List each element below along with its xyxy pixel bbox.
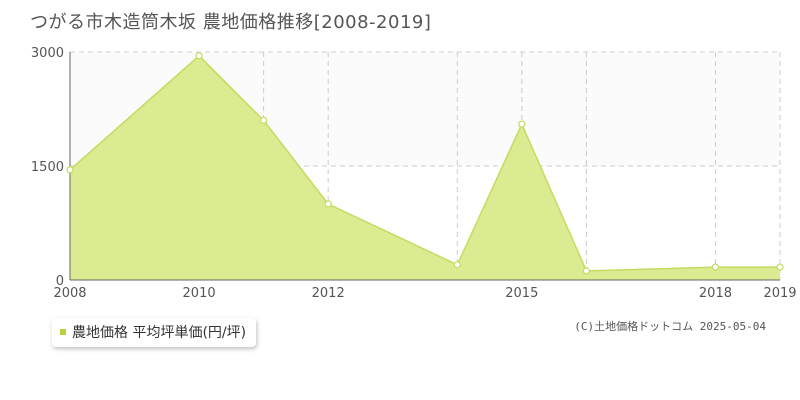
x-tick-label: 2012 xyxy=(312,286,345,301)
data-point xyxy=(711,263,720,271)
y-tick-labels: 0 1500 3000 xyxy=(31,46,64,289)
data-point xyxy=(260,116,268,125)
y-tick-label: 3000 xyxy=(31,46,64,61)
data-point xyxy=(582,267,590,275)
x-tick-label: 2015 xyxy=(505,286,538,301)
x-tick-label: 2019 xyxy=(763,286,796,301)
data-point xyxy=(195,52,203,60)
data-point xyxy=(66,166,74,174)
x-tick-label: 2010 xyxy=(183,286,216,301)
axes xyxy=(69,52,780,281)
chart-title: つがる市木造筒木坂 農地価格推移[2008-2019] xyxy=(30,12,432,33)
copyright-text: (C)土地価格ドットコム 2025-05-04 xyxy=(574,320,766,333)
x-tick-label: 2008 xyxy=(53,286,86,301)
series-area xyxy=(70,55,780,280)
legend-swatch xyxy=(60,329,66,335)
y-tick-label: 0 xyxy=(56,274,64,289)
data-point xyxy=(776,263,784,271)
legend: 農地価格 平均坪単価(円/坪) xyxy=(52,318,257,347)
data-point xyxy=(453,261,461,269)
data-point xyxy=(324,200,332,208)
x-tick-labels: 2008 2010 2012 2015 2018 2019 xyxy=(53,286,796,301)
data-point xyxy=(518,120,526,128)
legend-label: 農地価格 平均坪単価(円/坪) xyxy=(72,325,247,341)
y-tick-label: 1500 xyxy=(31,160,64,175)
data-points xyxy=(66,52,784,275)
x-tick-label: 2018 xyxy=(699,286,732,301)
